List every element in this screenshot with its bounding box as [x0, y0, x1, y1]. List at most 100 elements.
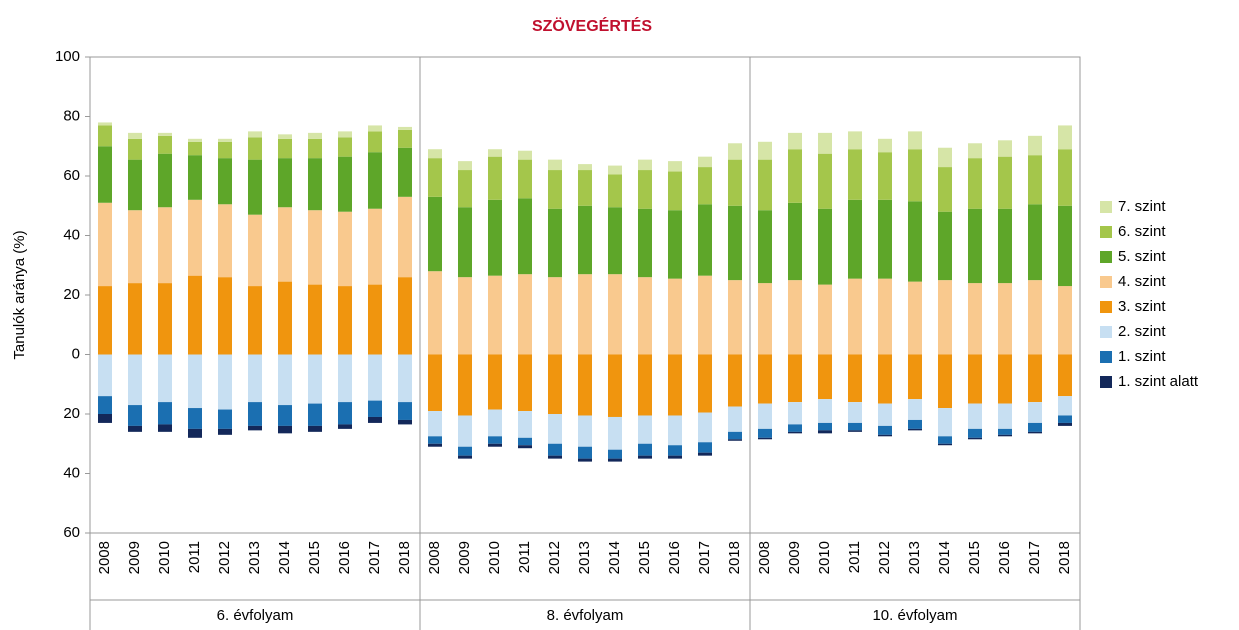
y-tick-label: 40	[63, 464, 80, 481]
bar-segment	[638, 455, 652, 459]
bar-segment	[128, 132, 142, 139]
bar-segment	[668, 415, 682, 446]
bar-segment	[848, 430, 862, 432]
bar-segment	[968, 143, 982, 159]
bar-segment	[668, 210, 682, 279]
bar-segment	[98, 396, 112, 414]
bar-segment	[938, 436, 952, 444]
bar-segment	[458, 161, 472, 171]
bar-segment	[548, 414, 562, 444]
bar-segment	[638, 170, 652, 209]
bar-segment	[158, 207, 172, 284]
bar-segment	[1058, 396, 1072, 416]
x-tick-label: 2011	[186, 541, 203, 573]
bar-segment	[998, 156, 1012, 209]
x-tick-label: 2013	[906, 541, 923, 574]
bar-segment	[428, 354, 442, 412]
bar-segment	[848, 402, 862, 423]
bar-segment	[308, 425, 322, 432]
bar-segment	[458, 170, 472, 208]
x-tick-label: 2018	[726, 541, 743, 574]
bar-segment	[578, 415, 592, 447]
bar-segment	[188, 141, 202, 156]
legend-label: 4. szint	[1118, 273, 1166, 290]
bar-segment	[788, 354, 802, 403]
bar-segment	[308, 158, 322, 211]
chart-title: SZÖVEGÉRTÉS	[532, 16, 652, 35]
bar-segment	[548, 277, 562, 355]
bar-segment	[128, 210, 142, 284]
y-tick-label: 60	[63, 524, 80, 541]
bar-segment	[488, 156, 502, 200]
bar-segment	[98, 202, 112, 287]
bar-segment	[368, 125, 382, 132]
bar-segment	[698, 354, 712, 413]
bar-segment	[368, 400, 382, 417]
bar-segment	[728, 159, 742, 206]
bar-segment	[758, 403, 772, 429]
bar-segment	[1058, 415, 1072, 423]
bar-segment	[848, 278, 862, 355]
bar-segment	[488, 354, 502, 410]
bar-segment	[998, 403, 1012, 429]
bar-segment	[968, 208, 982, 284]
bar-segment	[998, 208, 1012, 284]
bar-segment	[368, 208, 382, 285]
bar-segment	[608, 165, 622, 175]
bar-segment	[608, 274, 622, 355]
bar-segment	[908, 419, 922, 429]
bar-segment	[878, 199, 892, 279]
x-tick-label: 2014	[276, 541, 293, 574]
bar-segment	[458, 446, 472, 456]
bar-segment	[368, 284, 382, 355]
bar-segment	[158, 153, 172, 208]
bar-segment	[788, 280, 802, 355]
bar-segment	[668, 445, 682, 456]
bar-segment	[938, 408, 952, 437]
bar-segment	[548, 354, 562, 414]
x-tick-label: 2014	[936, 541, 953, 574]
bar-segment	[188, 275, 202, 355]
bar-segment	[788, 424, 802, 432]
bar-segment	[698, 442, 712, 453]
x-tick-label: 2017	[366, 541, 383, 574]
bar-segment	[788, 431, 802, 434]
bar-segment	[908, 201, 922, 282]
bar-segment	[608, 174, 622, 208]
bar-segment	[878, 138, 892, 153]
bar-segment	[518, 445, 532, 449]
x-tick-label: 2015	[966, 541, 983, 574]
bar-segment	[908, 354, 922, 400]
bar-segment	[398, 354, 412, 403]
bar-segment	[158, 402, 172, 425]
bar-segment	[608, 416, 622, 450]
bar-segment	[908, 149, 922, 202]
bar-segment	[488, 436, 502, 444]
bar-segment	[518, 411, 532, 438]
x-tick-label: 2017	[696, 541, 713, 574]
bar-segment	[368, 152, 382, 209]
bar-segment	[248, 286, 262, 355]
bar-segment	[158, 132, 172, 136]
bar-segment	[728, 431, 742, 440]
bar-segment	[608, 449, 622, 459]
bar-segment	[938, 443, 952, 446]
x-tick-label: 2008	[426, 541, 443, 574]
x-tick-label: 2009	[786, 541, 803, 574]
bar-segment	[338, 354, 352, 403]
x-tick-label: 2018	[396, 541, 413, 574]
bar-segment	[818, 399, 832, 423]
bar-segment	[1058, 125, 1072, 150]
bar-segment	[338, 211, 352, 287]
legend-swatch	[1100, 301, 1112, 313]
x-tick-label: 2013	[246, 541, 263, 574]
bar-segment	[308, 210, 322, 285]
bar-segment	[968, 428, 982, 438]
bar-segment	[998, 354, 1012, 404]
bar-segment	[998, 283, 1012, 355]
bar-segment	[548, 443, 562, 456]
bar-segment	[758, 159, 772, 211]
bar-segment	[758, 283, 772, 355]
bar-segment	[548, 170, 562, 209]
bar-segment	[818, 284, 832, 355]
